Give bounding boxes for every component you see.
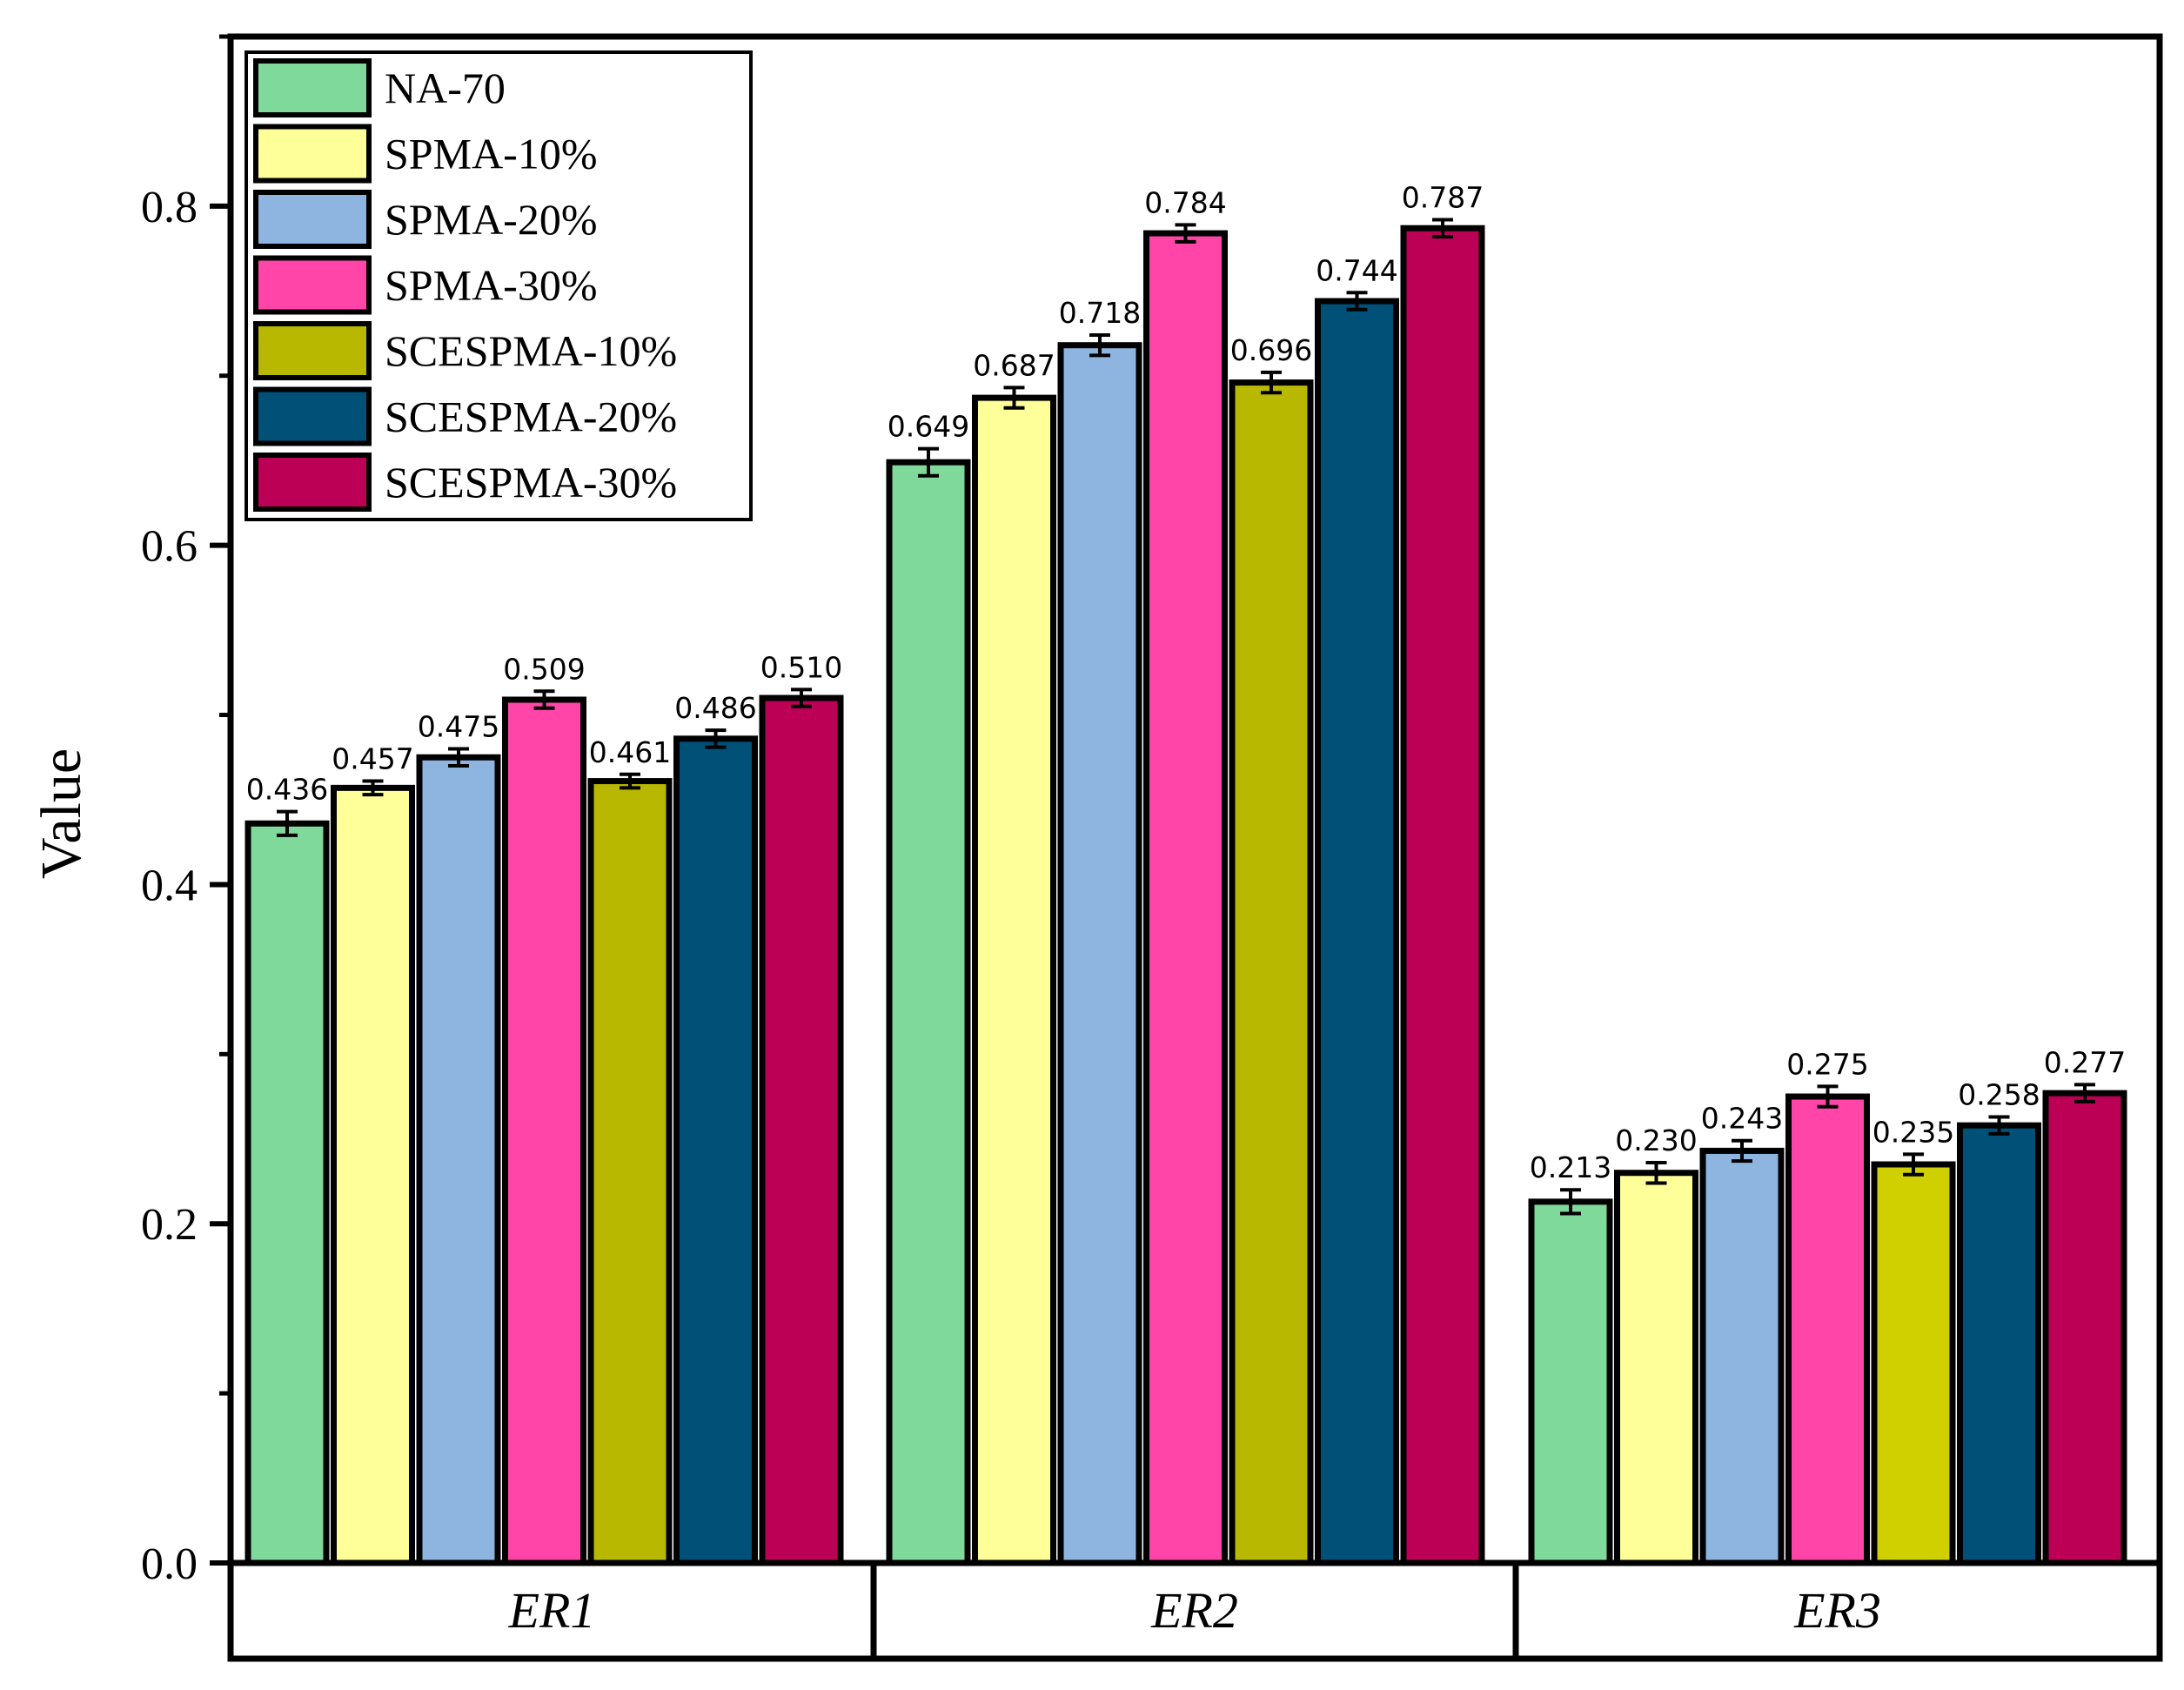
category-table: [227, 1559, 2163, 1662]
error-bar: [362, 779, 384, 797]
legend-label: SPMA-10%: [385, 130, 597, 178]
legend-swatch: [253, 58, 372, 117]
error-bar: [2074, 1083, 2095, 1103]
bar-spma-20pct-er1: [416, 754, 501, 1566]
y-tick-label: 0.6: [141, 522, 198, 572]
legend-label: SCESPMA-30%: [385, 458, 677, 506]
bars-layer: 0.436 0.649 0.213 0.457 0.687 0.230 0.475 0.718…: [245, 180, 2127, 1566]
legend-swatch: [253, 386, 372, 446]
error-bar: [277, 809, 298, 837]
error-bar: [1732, 1138, 1752, 1164]
legend-item: SPMA-30%: [253, 255, 597, 315]
bar-spma-10pct-er1: [331, 784, 415, 1566]
bar-scespma-30pct-er1: [759, 694, 844, 1566]
error-bar: [918, 446, 939, 478]
bar-spma-10pct-er3: [1614, 1170, 1698, 1566]
legend-item: SPMA-10%: [253, 124, 597, 184]
bar-spma-30pct-er2: [1143, 230, 1228, 1566]
bar-spma-20pct-er3: [1699, 1147, 1785, 1566]
bar-scespma-10pct-er3: [1871, 1161, 1956, 1566]
data-label: 0.718: [1059, 296, 1141, 330]
legend-item: SCESPMA-20%: [253, 386, 677, 446]
bar-na-70-er3: [1528, 1198, 1613, 1566]
data-label: 0.475: [418, 710, 499, 744]
legend-swatch: [253, 190, 372, 249]
bar-scespma-10pct-er1: [587, 778, 673, 1566]
legend-swatch: [253, 255, 372, 315]
data-label: 0.784: [1144, 185, 1226, 219]
bar-scespma-30pct-er2: [1400, 225, 1485, 1566]
error-bar: [1432, 218, 1453, 238]
bar-scespma-20pct-er3: [1957, 1122, 2041, 1566]
error-bar: [1560, 1188, 1581, 1216]
error-bar: [448, 747, 469, 768]
bar-spma-30pct-er1: [502, 696, 586, 1566]
error-bar: [620, 772, 640, 790]
legend-label: SPMA-20%: [385, 195, 597, 244]
bar-scespma-10pct-er2: [1229, 379, 1314, 1566]
bar-na-70-er1: [245, 820, 330, 1566]
error-bar: [1261, 370, 1282, 395]
data-label: 0.275: [1786, 1047, 1868, 1081]
category-label-er3: ER3: [1793, 1582, 1881, 1639]
legend-item: SCESPMA-30%: [253, 453, 677, 512]
data-label: 0.235: [1872, 1115, 1954, 1149]
error-bar: [791, 687, 812, 708]
category-label-er2: ER2: [1150, 1582, 1238, 1639]
data-label: 0.457: [332, 742, 413, 776]
error-bar: [533, 689, 555, 710]
data-label: 0.696: [1230, 333, 1312, 367]
legend-item: NA-70: [253, 58, 506, 117]
y-tick-label: 0.2: [141, 1200, 198, 1250]
y-tick-label: 0.4: [141, 861, 198, 910]
category-label-er1: ER1: [508, 1582, 596, 1639]
axes-layer: 0.0 0.2 0.4 0.6 0.8 ER1 ER2 ER3: [141, 33, 2163, 1662]
legend-swatch: [253, 453, 372, 512]
data-label: 0.687: [973, 348, 1055, 382]
error-bar: [1346, 291, 1368, 312]
error-bar: [1089, 333, 1110, 358]
error-bar: [1175, 223, 1196, 244]
error-bar: [1645, 1161, 1667, 1185]
legend-item: SCESPMA-10%: [253, 321, 677, 380]
legend-label: SCESPMA-20%: [385, 392, 677, 441]
error-bar: [1988, 1115, 2010, 1136]
y-tick-label: 0.0: [141, 1539, 198, 1589]
bar-spma-10pct-er2: [972, 394, 1056, 1566]
error-bar: [1817, 1084, 1839, 1109]
data-label: 0.787: [1402, 180, 1484, 214]
data-label: 0.230: [1615, 1123, 1697, 1157]
bar-scespma-20pct-er2: [1315, 298, 1399, 1566]
bar-spma-30pct-er3: [1785, 1093, 1870, 1566]
error-bar: [1003, 386, 1025, 410]
legend: NA-70 SPMA-10% SPMA-20% SPMA-30% SCESPMA-10%…: [245, 50, 753, 521]
data-label: 0.744: [1316, 253, 1397, 287]
data-label: 0.277: [2044, 1045, 2126, 1079]
legend-item: SPMA-20%: [253, 190, 597, 249]
y-axis-title: Value: [30, 748, 93, 879]
legend-label: NA-70: [385, 64, 506, 112]
error-bar: [1903, 1152, 1924, 1177]
bar-scespma-20pct-er1: [673, 735, 758, 1566]
data-label: 0.258: [1958, 1077, 2040, 1111]
legend-swatch: [253, 321, 372, 380]
data-label: 0.243: [1701, 1102, 1783, 1136]
data-label: 0.486: [674, 691, 756, 725]
data-label: 0.509: [503, 652, 585, 686]
legend-swatch: [253, 124, 372, 184]
data-label: 0.510: [760, 650, 842, 684]
data-label: 0.649: [888, 410, 969, 444]
y-tick-label: 0.8: [141, 183, 198, 232]
bar-scespma-30pct-er3: [2042, 1090, 2127, 1566]
data-label: 0.461: [589, 735, 671, 769]
data-label: 0.436: [246, 773, 328, 807]
legend-label: SCESPMA-10%: [385, 326, 677, 375]
bar-spma-20pct-er2: [1057, 342, 1142, 1566]
legend-label: SPMA-30%: [385, 261, 597, 310]
error-bar: [705, 728, 727, 749]
data-label: 0.213: [1530, 1150, 1611, 1184]
bar-na-70-er2: [886, 459, 971, 1566]
